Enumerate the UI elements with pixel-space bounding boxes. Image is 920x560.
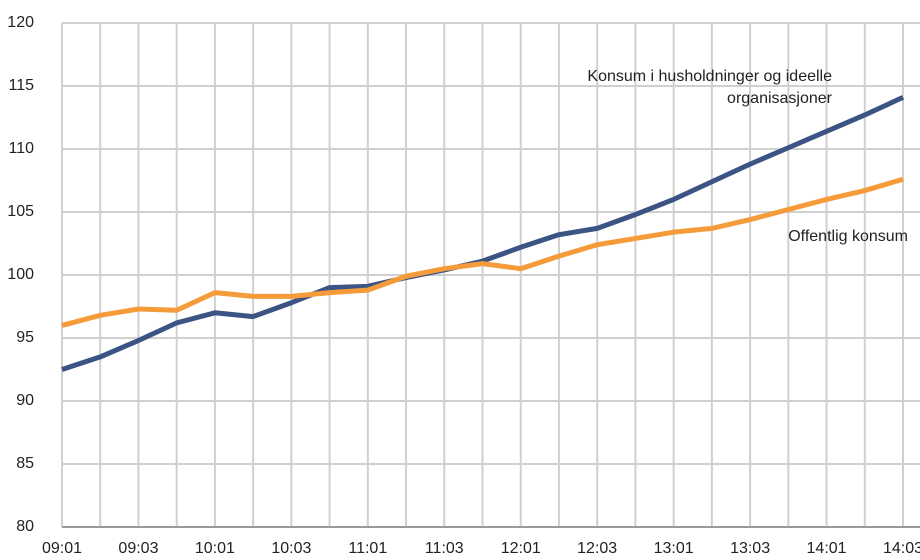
- x-tick-label: 14:03: [883, 540, 920, 557]
- x-tick-label: 09:01: [42, 540, 82, 557]
- series-label: Offentlig konsum: [788, 228, 908, 245]
- series-line: [61, 95, 905, 372]
- x-tick-label: 10:03: [271, 540, 311, 557]
- series-line: [61, 176, 904, 328]
- y-tick-label: 105: [7, 203, 34, 220]
- x-tick-label: 14:01: [807, 540, 847, 557]
- y-tick-label: 120: [7, 14, 34, 31]
- series-label: Konsum i husholdninger og ideelle organi…: [587, 68, 832, 107]
- y-tick-label: 100: [7, 266, 34, 283]
- y-tick-label: 95: [16, 329, 34, 346]
- y-tick-label: 85: [16, 455, 34, 472]
- x-tick-label: 12:01: [501, 540, 541, 557]
- x-tick-label: 10:01: [195, 540, 235, 557]
- y-tick-label: 90: [16, 392, 34, 409]
- x-tick-label: 13:03: [730, 540, 770, 557]
- y-tick-label: 115: [8, 77, 34, 94]
- y-tick-label: 110: [8, 140, 34, 157]
- x-tick-label: 12:03: [577, 540, 617, 557]
- y-tick-label: 80: [16, 518, 34, 535]
- x-tick-label: 11:01: [348, 540, 387, 557]
- x-tick-label: 11:03: [425, 540, 464, 557]
- x-tick-label: 09:03: [118, 540, 158, 557]
- x-tick-label: 13:01: [654, 540, 694, 557]
